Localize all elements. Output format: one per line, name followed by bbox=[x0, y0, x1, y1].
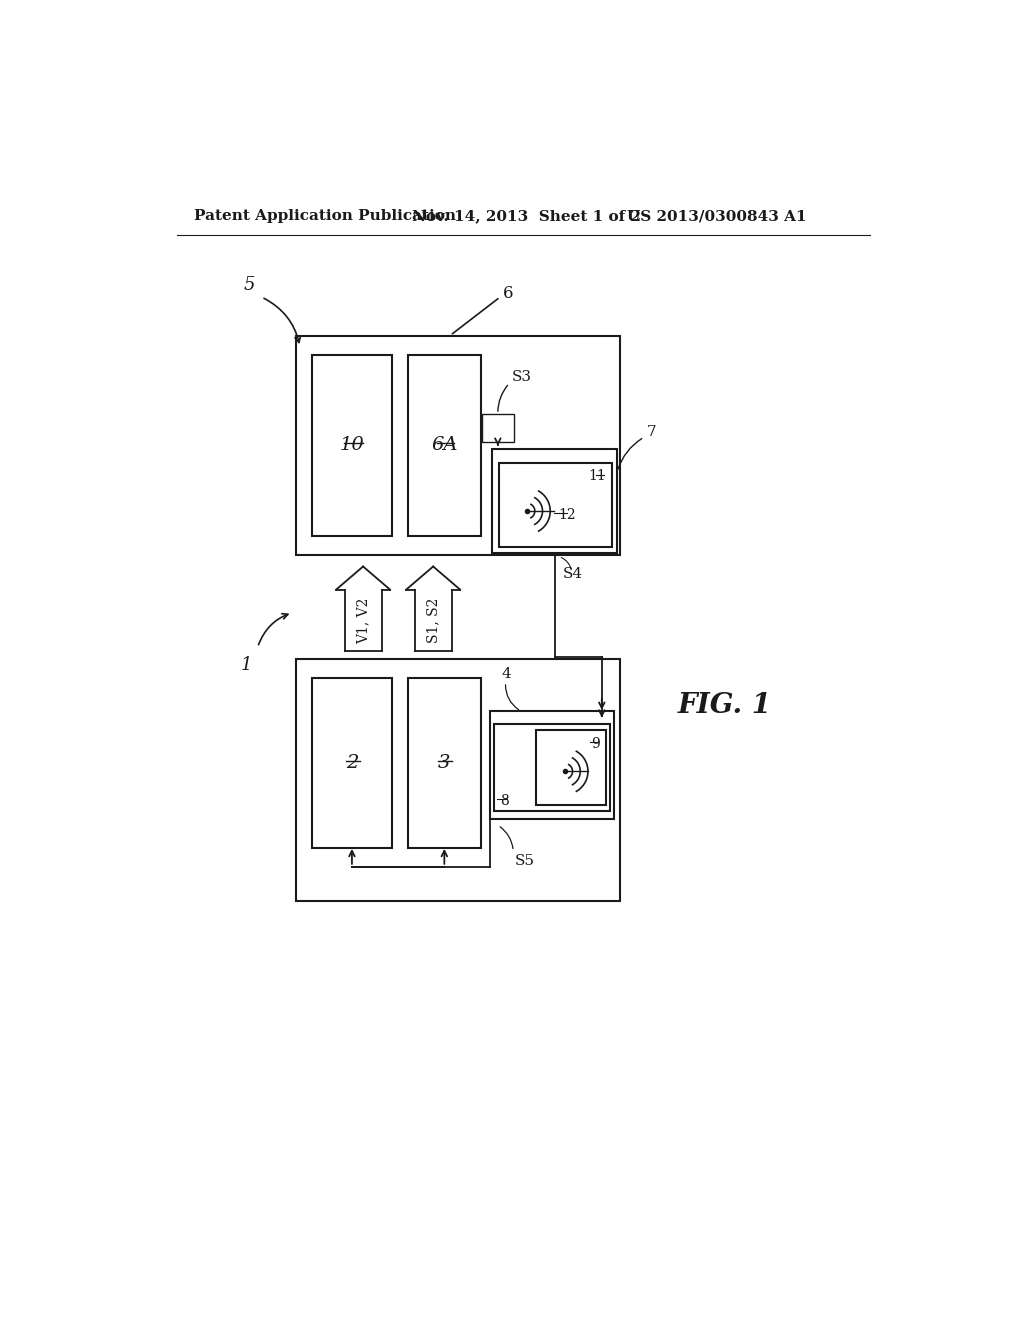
Text: 12: 12 bbox=[558, 508, 575, 521]
Text: S3: S3 bbox=[512, 370, 531, 384]
Text: FIG. 1: FIG. 1 bbox=[677, 692, 771, 719]
Text: V1, V2: V1, V2 bbox=[356, 597, 370, 644]
Bar bbox=[296, 659, 620, 902]
Text: 11: 11 bbox=[588, 470, 605, 483]
Text: US 2013/0300843 A1: US 2013/0300843 A1 bbox=[628, 209, 807, 223]
Text: S1, S2: S1, S2 bbox=[426, 598, 440, 643]
Text: 5: 5 bbox=[244, 276, 255, 294]
Bar bbox=[311, 678, 392, 847]
Text: 8: 8 bbox=[500, 793, 509, 808]
Text: Nov. 14, 2013  Sheet 1 of 2: Nov. 14, 2013 Sheet 1 of 2 bbox=[412, 209, 641, 223]
Text: S5: S5 bbox=[515, 854, 535, 869]
Text: S4: S4 bbox=[562, 568, 583, 581]
Bar bbox=[490, 711, 614, 818]
Bar bbox=[296, 335, 620, 554]
Text: 2: 2 bbox=[346, 754, 358, 772]
Text: 7: 7 bbox=[646, 425, 656, 438]
Bar bbox=[408, 678, 481, 847]
Text: 4: 4 bbox=[502, 668, 511, 681]
Bar bbox=[481, 414, 514, 442]
Text: 10: 10 bbox=[340, 436, 365, 454]
Bar bbox=[408, 355, 481, 536]
Bar bbox=[499, 462, 611, 548]
Text: 1: 1 bbox=[241, 656, 252, 675]
Bar bbox=[493, 449, 617, 553]
Text: 3: 3 bbox=[438, 754, 451, 772]
Text: 9: 9 bbox=[591, 737, 599, 751]
Bar bbox=[494, 725, 609, 812]
Text: 6: 6 bbox=[503, 285, 513, 302]
Text: 6A: 6A bbox=[431, 436, 458, 454]
Text: Patent Application Publication: Patent Application Publication bbox=[194, 209, 456, 223]
Bar bbox=[311, 355, 392, 536]
Bar bbox=[537, 730, 605, 805]
